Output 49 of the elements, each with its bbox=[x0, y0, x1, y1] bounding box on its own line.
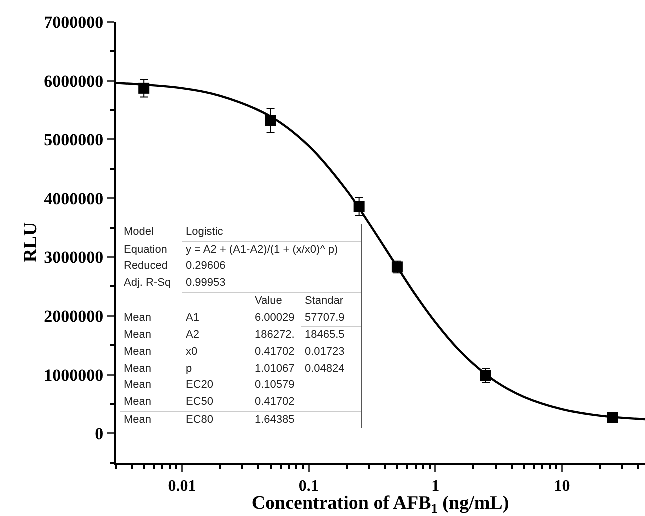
annotation: Value bbox=[254, 294, 284, 309]
annotation: A2 bbox=[185, 328, 200, 344]
annotation: Mean bbox=[123, 378, 153, 394]
annotation: x0 bbox=[185, 344, 199, 360]
annotation: Adj. R-Sq bbox=[123, 276, 172, 292]
x-tick-label: 0.01 bbox=[168, 478, 196, 496]
annotation: Logistic bbox=[182, 224, 361, 242]
annotation: Equation bbox=[123, 242, 168, 258]
annotation: y = A2 + (A1-A2)/(1 + (x/x0)^ p) bbox=[185, 242, 340, 258]
annotation: 0.04824 bbox=[304, 362, 346, 377]
annotation: 0.10579 bbox=[254, 378, 296, 394]
annotation: EC50 bbox=[182, 394, 251, 412]
annotation: 6.00029 bbox=[254, 310, 296, 326]
annotation: 57707.9 bbox=[301, 310, 361, 328]
x-tick-label: 1 bbox=[432, 478, 440, 496]
annotation: EC80 bbox=[185, 412, 215, 428]
annotation: Model bbox=[123, 225, 155, 240]
y-tick-label: 3000000 bbox=[44, 248, 104, 268]
annotation: 1.01067 bbox=[254, 362, 296, 377]
y-tick-label: 6000000 bbox=[44, 72, 104, 91]
y-tick-label: 1000000 bbox=[44, 366, 104, 385]
x-axis-title: Concentration of AFB$_{1}$ (ng/mL) bbox=[252, 493, 510, 516]
x-tick-label: 10 bbox=[554, 478, 570, 496]
annotation: EC20 bbox=[185, 378, 215, 394]
y-tick-label: 2000000 bbox=[44, 306, 104, 326]
annotation: Mean bbox=[123, 344, 153, 360]
annotation: 186272. bbox=[254, 328, 296, 344]
x-tick-label: 0.1 bbox=[298, 478, 319, 496]
annotation: Standar bbox=[304, 294, 345, 309]
y-tick-label: 0 bbox=[95, 424, 104, 444]
annotation: p bbox=[185, 362, 194, 377]
annotation: 0.41702 bbox=[251, 394, 361, 412]
annotation: Reduced bbox=[123, 259, 170, 274]
y-tick-label: 4000000 bbox=[44, 189, 104, 208]
y-axis-title: RLU bbox=[20, 222, 42, 263]
annotation: Mean bbox=[123, 362, 153, 377]
y-tick-label: 7000000 bbox=[44, 12, 104, 32]
annotation: 18465.5 bbox=[304, 328, 346, 344]
annotation: 0.01723 bbox=[304, 344, 346, 360]
annotation: A1 bbox=[185, 310, 200, 326]
annotation: 0.29606 bbox=[185, 259, 227, 274]
annotation: 0.99953 bbox=[182, 275, 361, 293]
annotation: 0.41702 bbox=[254, 344, 296, 360]
annotation: Mean bbox=[123, 412, 153, 428]
y-tick-label: 5000000 bbox=[44, 130, 104, 150]
annotation: Mean bbox=[123, 310, 153, 326]
annotation: 1.64385 bbox=[254, 412, 296, 428]
annotation: Mean bbox=[120, 394, 182, 412]
annotation: Mean bbox=[123, 328, 153, 344]
